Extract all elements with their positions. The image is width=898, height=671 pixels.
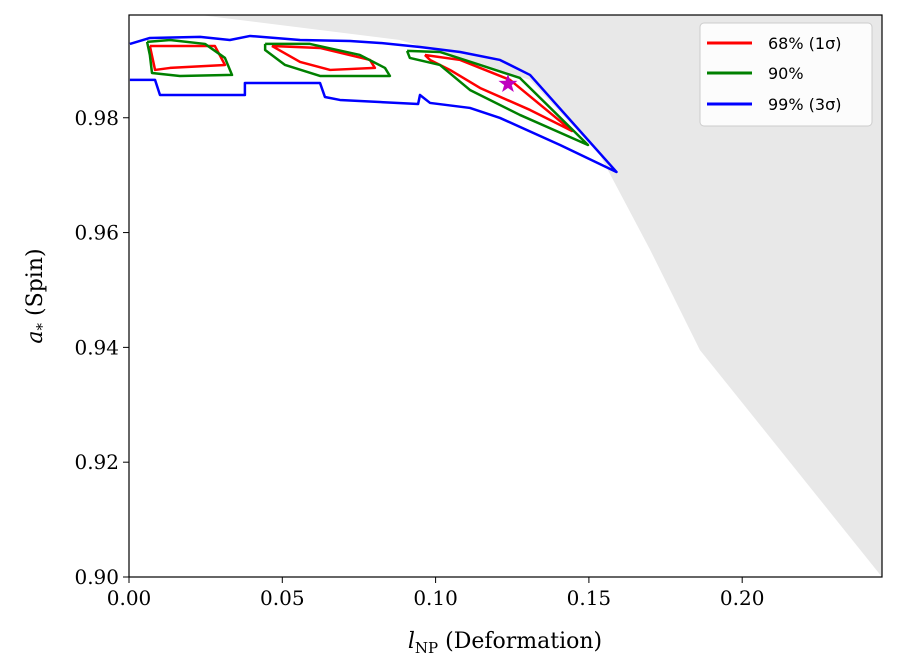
legend: 68% (1σ) 90% 99% (3σ) — [699, 22, 873, 127]
excluded-region — [200, 15, 882, 577]
x-tick-label: 0.10 — [413, 586, 458, 610]
x-axis-label: lNP (Deformation) — [408, 629, 602, 657]
contour-2-0 — [129, 34, 618, 174]
contour-1-1 — [263, 42, 392, 78]
axis-ticks: 0.00 0.05 0.10 0.15 0.20 0.90 0.92 0.94 0.96 0.98 — [74, 106, 764, 610]
legend-label-90: 90% — [768, 64, 804, 83]
contour-0-1 — [271, 44, 377, 72]
plot-area — [129, 15, 882, 577]
x-tick-label: 0.05 — [260, 586, 305, 610]
y-tick-label: 0.90 — [74, 565, 119, 589]
plot-frame — [128, 14, 883, 578]
contour-1-2 — [405, 49, 590, 147]
y-axis-label: a* (Spin) — [23, 248, 51, 343]
y-tick-label: 0.98 — [74, 106, 119, 130]
x-tick-label: 0.00 — [107, 586, 152, 610]
y-tick-label: 0.94 — [74, 335, 119, 359]
y-tick-label: 0.96 — [74, 221, 119, 245]
legend-label-99: 99% (3σ) — [768, 95, 841, 114]
x-tick-label: 0.20 — [720, 586, 765, 610]
contour-1-0 — [145, 38, 234, 78]
y-tick-label: 0.92 — [74, 450, 119, 474]
x-tick-label: 0.15 — [567, 586, 612, 610]
legend-label-68: 68% (1σ) — [768, 34, 841, 53]
contour-0-0 — [148, 44, 227, 72]
best-fit-star-marker — [498, 73, 518, 93]
